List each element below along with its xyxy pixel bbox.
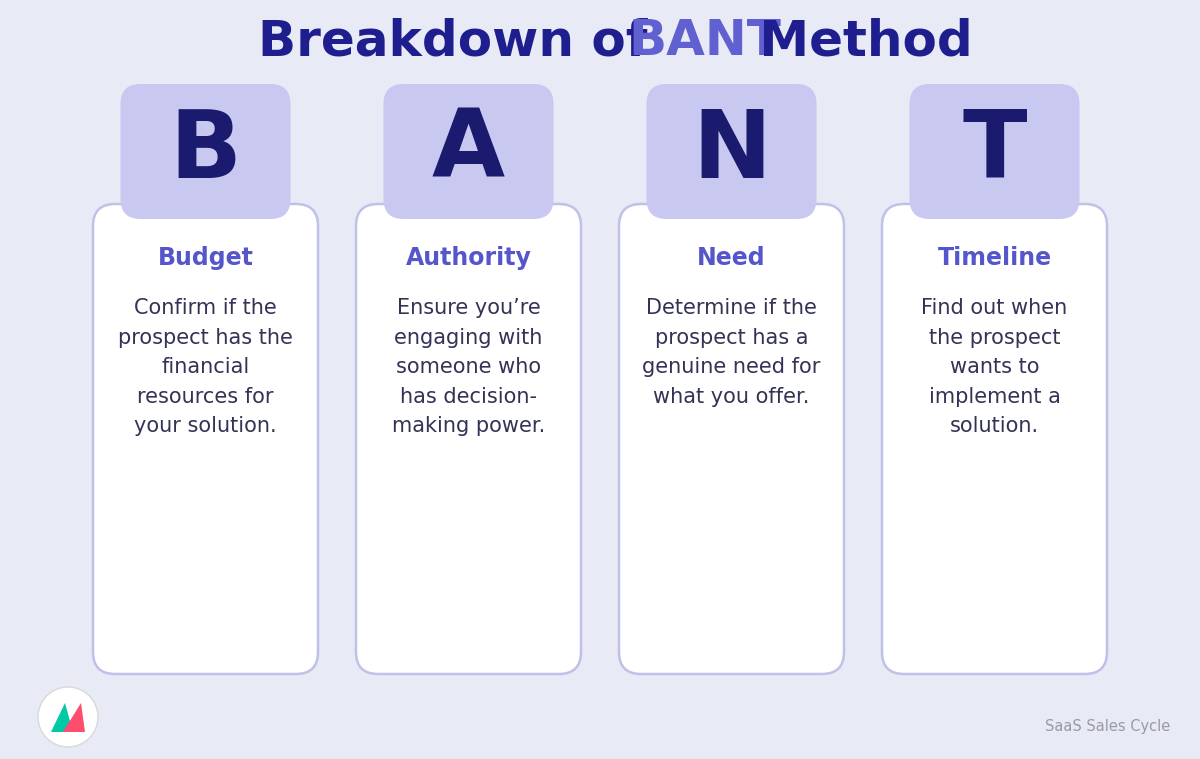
FancyBboxPatch shape bbox=[356, 204, 581, 674]
Text: Timeline: Timeline bbox=[937, 246, 1051, 270]
Text: Ensure you’re
engaging with
someone who
has decision-
making power.: Ensure you’re engaging with someone who … bbox=[392, 298, 545, 436]
Polygon shape bbox=[50, 703, 73, 732]
FancyBboxPatch shape bbox=[910, 84, 1080, 219]
Text: Breakdown of: Breakdown of bbox=[258, 17, 665, 65]
Text: Find out when
the prospect
wants to
implement a
solution.: Find out when the prospect wants to impl… bbox=[922, 298, 1068, 436]
Text: T: T bbox=[962, 106, 1027, 197]
Polygon shape bbox=[64, 703, 85, 732]
Text: B: B bbox=[169, 106, 241, 197]
Text: Authority: Authority bbox=[406, 246, 532, 270]
Text: Budget: Budget bbox=[157, 246, 253, 270]
FancyBboxPatch shape bbox=[92, 204, 318, 674]
Text: SaaS Sales Cycle: SaaS Sales Cycle bbox=[1045, 720, 1170, 735]
Text: Confirm if the
prospect has the
financial
resources for
your solution.: Confirm if the prospect has the financia… bbox=[118, 298, 293, 436]
Text: BANT: BANT bbox=[629, 17, 781, 65]
Text: N: N bbox=[692, 106, 772, 197]
Circle shape bbox=[38, 687, 98, 747]
FancyBboxPatch shape bbox=[882, 204, 1108, 674]
Text: A: A bbox=[432, 106, 505, 197]
FancyBboxPatch shape bbox=[120, 84, 290, 219]
FancyBboxPatch shape bbox=[384, 84, 553, 219]
Text: Method: Method bbox=[743, 17, 973, 65]
FancyBboxPatch shape bbox=[647, 84, 816, 219]
Text: Determine if the
prospect has a
genuine need for
what you offer.: Determine if the prospect has a genuine … bbox=[642, 298, 821, 407]
Text: Need: Need bbox=[697, 246, 766, 270]
FancyBboxPatch shape bbox=[619, 204, 844, 674]
